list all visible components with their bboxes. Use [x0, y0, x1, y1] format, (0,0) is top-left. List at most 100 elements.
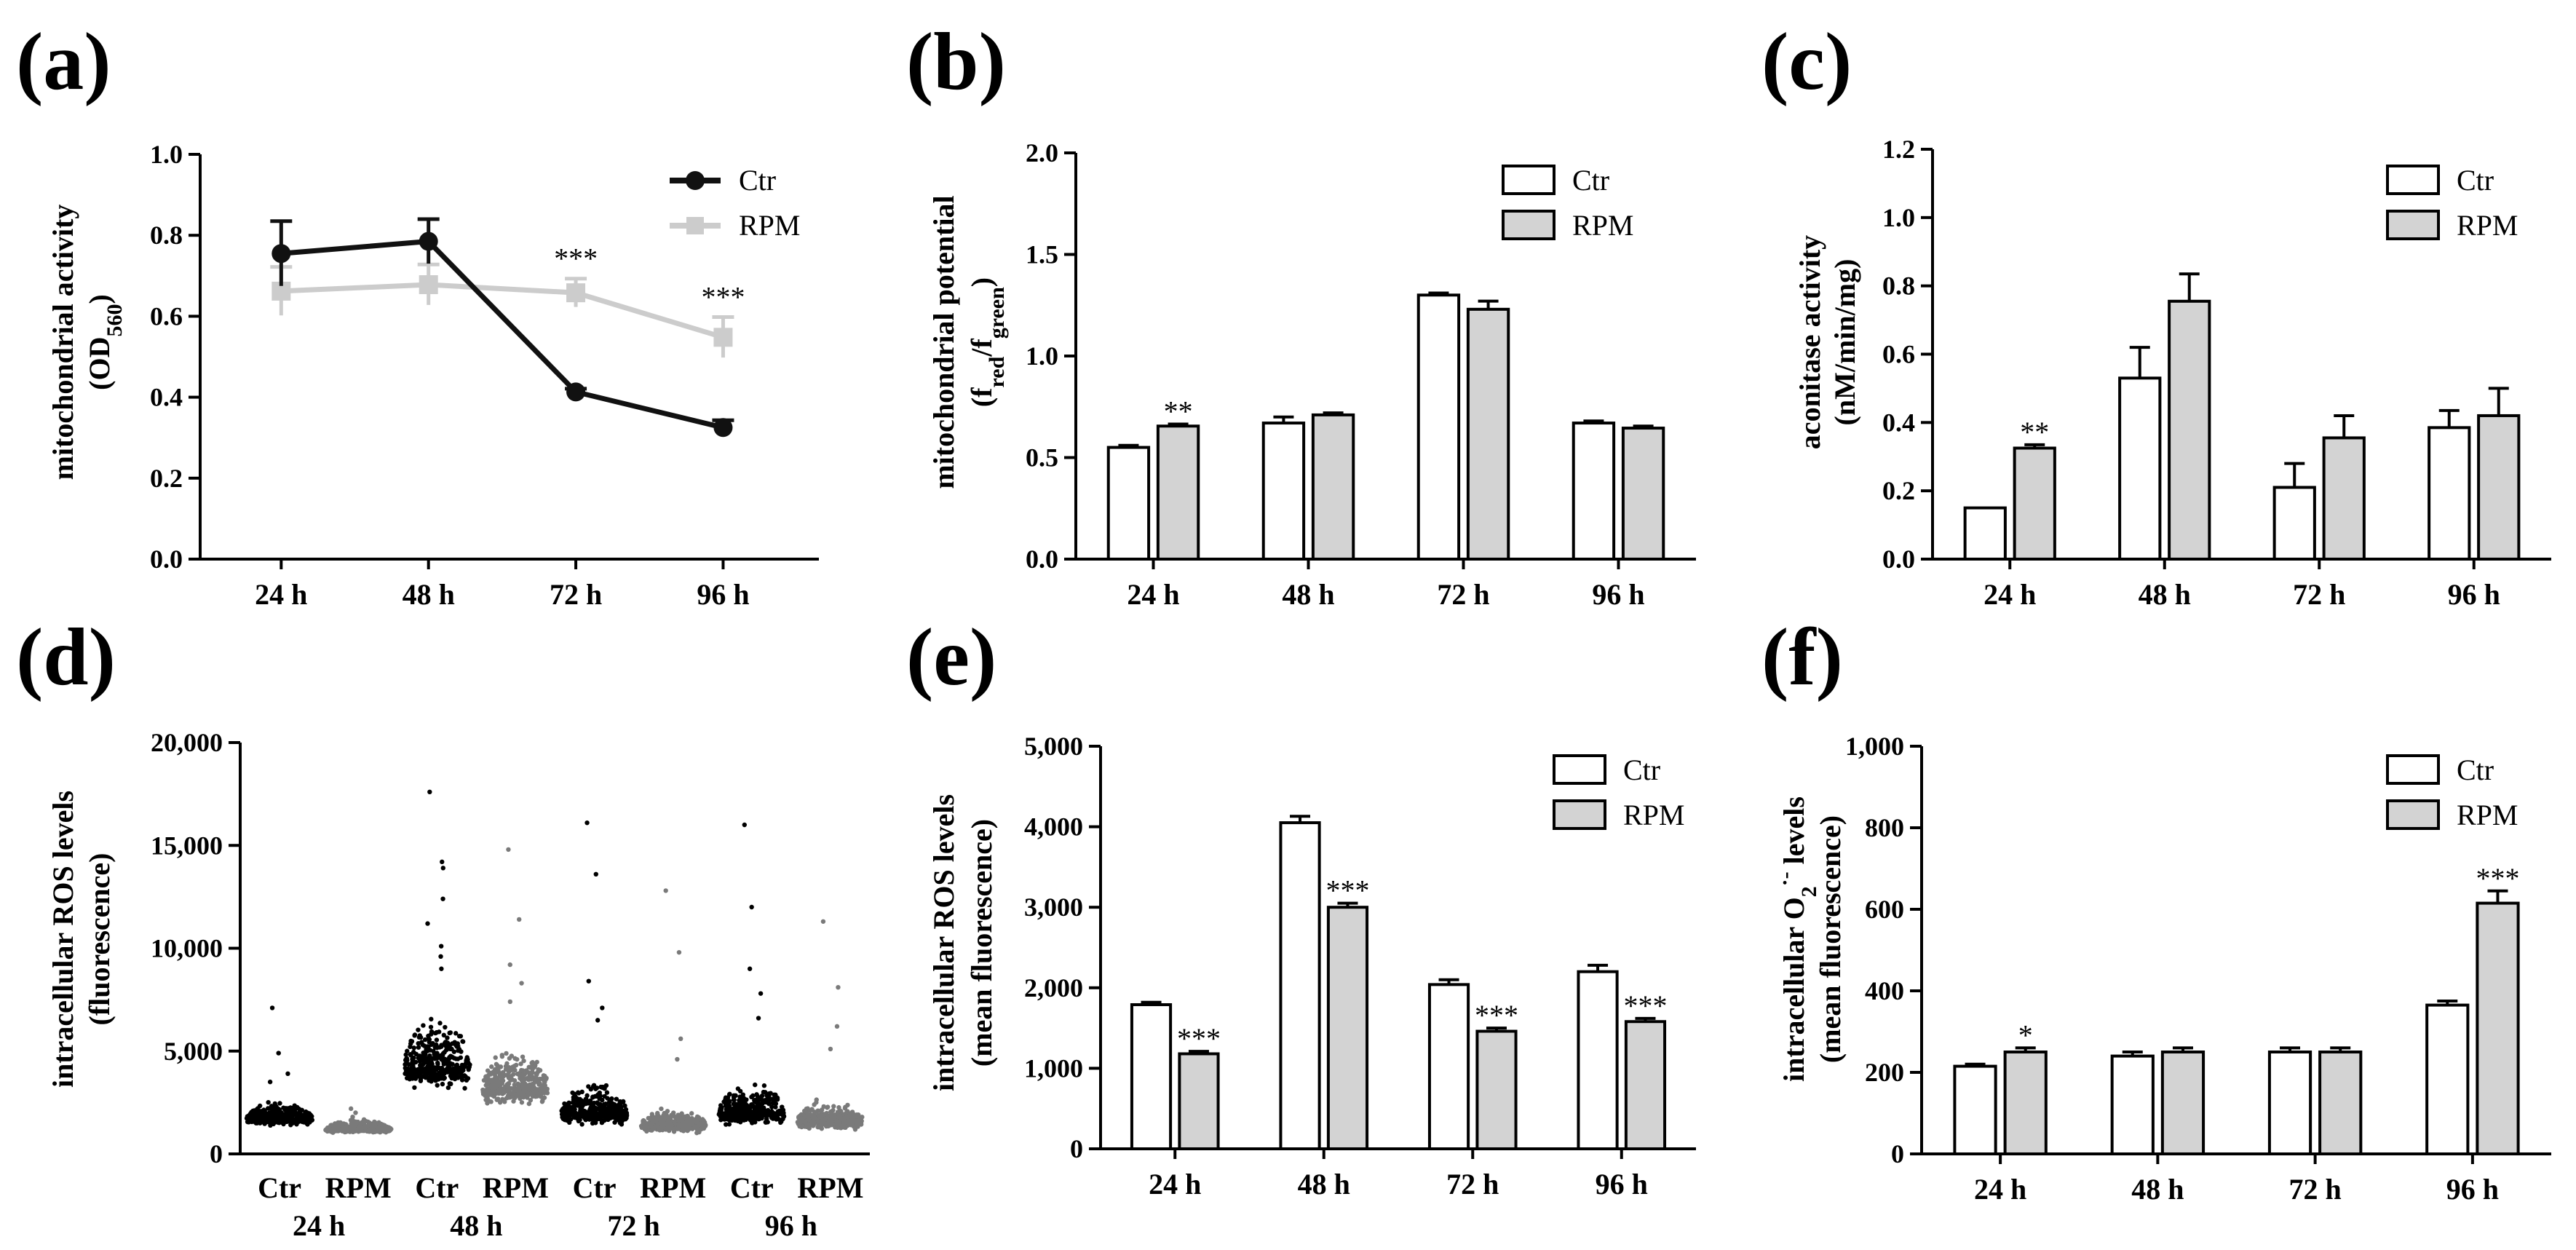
- panel-d-point: [672, 1119, 677, 1124]
- panel-c-ylabel2: (nM/min/mg): [1828, 259, 1861, 426]
- panel-d-point: [725, 1101, 730, 1106]
- panel-d-point: [454, 1069, 459, 1075]
- panel-c-bar-ctr: [2428, 426, 2471, 561]
- panel-d-point: [418, 1062, 423, 1068]
- panel-a-point-ctr: [419, 232, 438, 251]
- panel-d-point: [582, 1115, 587, 1121]
- panel-f-legend-swatch: [2386, 754, 2440, 785]
- panel-e-xtick-label: 72 h: [1446, 1168, 1499, 1200]
- panel-d-point: [809, 1107, 815, 1112]
- panel-b-ytick-label: 0.5: [1026, 443, 1058, 472]
- panel-d-point: [537, 1068, 543, 1073]
- panel-d-point: [609, 1096, 614, 1101]
- panel-d-point: [438, 944, 444, 949]
- panel-d-point: [595, 1018, 601, 1023]
- panel-e-ytick-label: 4,000: [1024, 812, 1083, 842]
- panel-d-point: [856, 1112, 861, 1118]
- panel-d-time-label: 24 h: [293, 1209, 345, 1242]
- panel-d-point: [441, 1032, 446, 1038]
- panel-d-point: [586, 1116, 592, 1122]
- panel-d-point: [459, 1049, 464, 1054]
- panel-d-point: [739, 1105, 744, 1111]
- panel-d-point: [460, 1039, 465, 1044]
- panel-d-point: [427, 1053, 432, 1059]
- panel-d-point: [816, 1112, 822, 1118]
- panel-c-bar-ctr: [1963, 506, 2007, 561]
- panel-f-ytick-label: 800: [1865, 813, 1904, 842]
- panel-d-point: [769, 1104, 774, 1109]
- panel-e-bar-rpm: [1326, 906, 1369, 1150]
- panel-d-point: [826, 1118, 831, 1123]
- panel-label-e: (e): [906, 612, 996, 703]
- panel-d-point: [518, 1072, 523, 1077]
- panel-d-point: [257, 1103, 263, 1109]
- panel-c-plot: 0.0 0.2 0.4 0.6 0.8 1.0 1.2 24 h 48 h 72 h 96 h ** C…: [1882, 135, 2551, 611]
- panel-d-point: [484, 1091, 490, 1096]
- panel-f-ytick-label: 600: [1865, 895, 1904, 924]
- panel-b-ylabel-close: ): [965, 277, 998, 287]
- panel-d-xtick-label: RPM: [325, 1171, 392, 1204]
- panel-d-point: [425, 921, 430, 926]
- panel-d-point: [450, 1041, 455, 1046]
- panel-f-bar-ctr: [2425, 1003, 2470, 1155]
- panel-d-point: [446, 1056, 451, 1061]
- panel-a-legend-label: RPM: [739, 209, 801, 242]
- panel-b-legend-label: Ctr: [1572, 164, 1609, 197]
- panel-d-point: [774, 1117, 779, 1122]
- panel-d-point: [440, 1081, 445, 1087]
- panel-d-ylabel: intracellular ROS levels: [47, 791, 79, 1088]
- panel-c-ytick-label: 0.8: [1882, 272, 1915, 301]
- panel-d-point: [739, 1096, 745, 1101]
- panel-d-point: [608, 1102, 613, 1107]
- panel-d-point: [733, 1101, 738, 1107]
- panel-d-point: [579, 1122, 584, 1127]
- panel-e-legend-label: Ctr: [1623, 753, 1660, 786]
- panel-b-bar-rpm: [1466, 307, 1510, 561]
- panel-label-f: (f): [1761, 612, 1843, 703]
- panel-d-point: [301, 1119, 306, 1124]
- panel-a-ylabel-subscript: 560: [103, 304, 127, 337]
- panel-d-point: [566, 1100, 571, 1105]
- panel-d-point: [766, 1093, 772, 1098]
- panel-d-point: [598, 1109, 603, 1114]
- panel-d-point: [669, 1123, 674, 1128]
- panel-d-point: [493, 1055, 498, 1060]
- panel-e-bar-rpm: [1475, 1029, 1518, 1151]
- panel-d-point: [758, 991, 764, 996]
- panel-d-point: [836, 1105, 841, 1110]
- panel-d-point: [458, 1034, 464, 1039]
- panel-f-ylabel-sub: 2: [1797, 886, 1821, 897]
- panel-d-point: [732, 1097, 737, 1102]
- panel-d-point: [544, 1076, 549, 1082]
- panel-a-xtick-label: 24 h: [255, 578, 307, 611]
- panel-d-point: [525, 1090, 530, 1096]
- panel-d-point: [814, 1100, 819, 1105]
- panel-d-point: [581, 1111, 587, 1116]
- panel-d-point: [742, 1111, 748, 1116]
- panel-d-point: [432, 1045, 437, 1050]
- panel-d-point: [738, 1120, 743, 1125]
- panel-d-point: [436, 1029, 442, 1035]
- panel-e-significance: ***: [1623, 989, 1667, 1022]
- panel-d-point: [364, 1123, 370, 1129]
- panel-a-legend-label: Ctr: [739, 164, 776, 197]
- panel-a-point-rpm: [566, 283, 586, 303]
- panel-d-point: [424, 1047, 429, 1052]
- panel-d-point: [440, 859, 445, 865]
- panel-d-point: [843, 1104, 848, 1109]
- panel-d-point: [363, 1128, 368, 1133]
- panel-d-point: [288, 1118, 293, 1123]
- panel-d-point: [439, 966, 444, 971]
- panel-d-point: [798, 1112, 804, 1117]
- panel-d-point: [775, 1109, 781, 1114]
- panel-d-point: [578, 1106, 583, 1112]
- panel-d-point: [429, 1029, 435, 1035]
- panel-d-point: [694, 1126, 700, 1131]
- panel-d-point: [798, 1118, 803, 1124]
- panel-d-point-max: [269, 1005, 275, 1010]
- panel-d-point: [420, 1058, 426, 1064]
- panel-d-xtick-label: Ctr: [258, 1171, 301, 1204]
- panel-e-bar-ctr: [1577, 970, 1619, 1151]
- panel-d-point: [272, 1101, 277, 1107]
